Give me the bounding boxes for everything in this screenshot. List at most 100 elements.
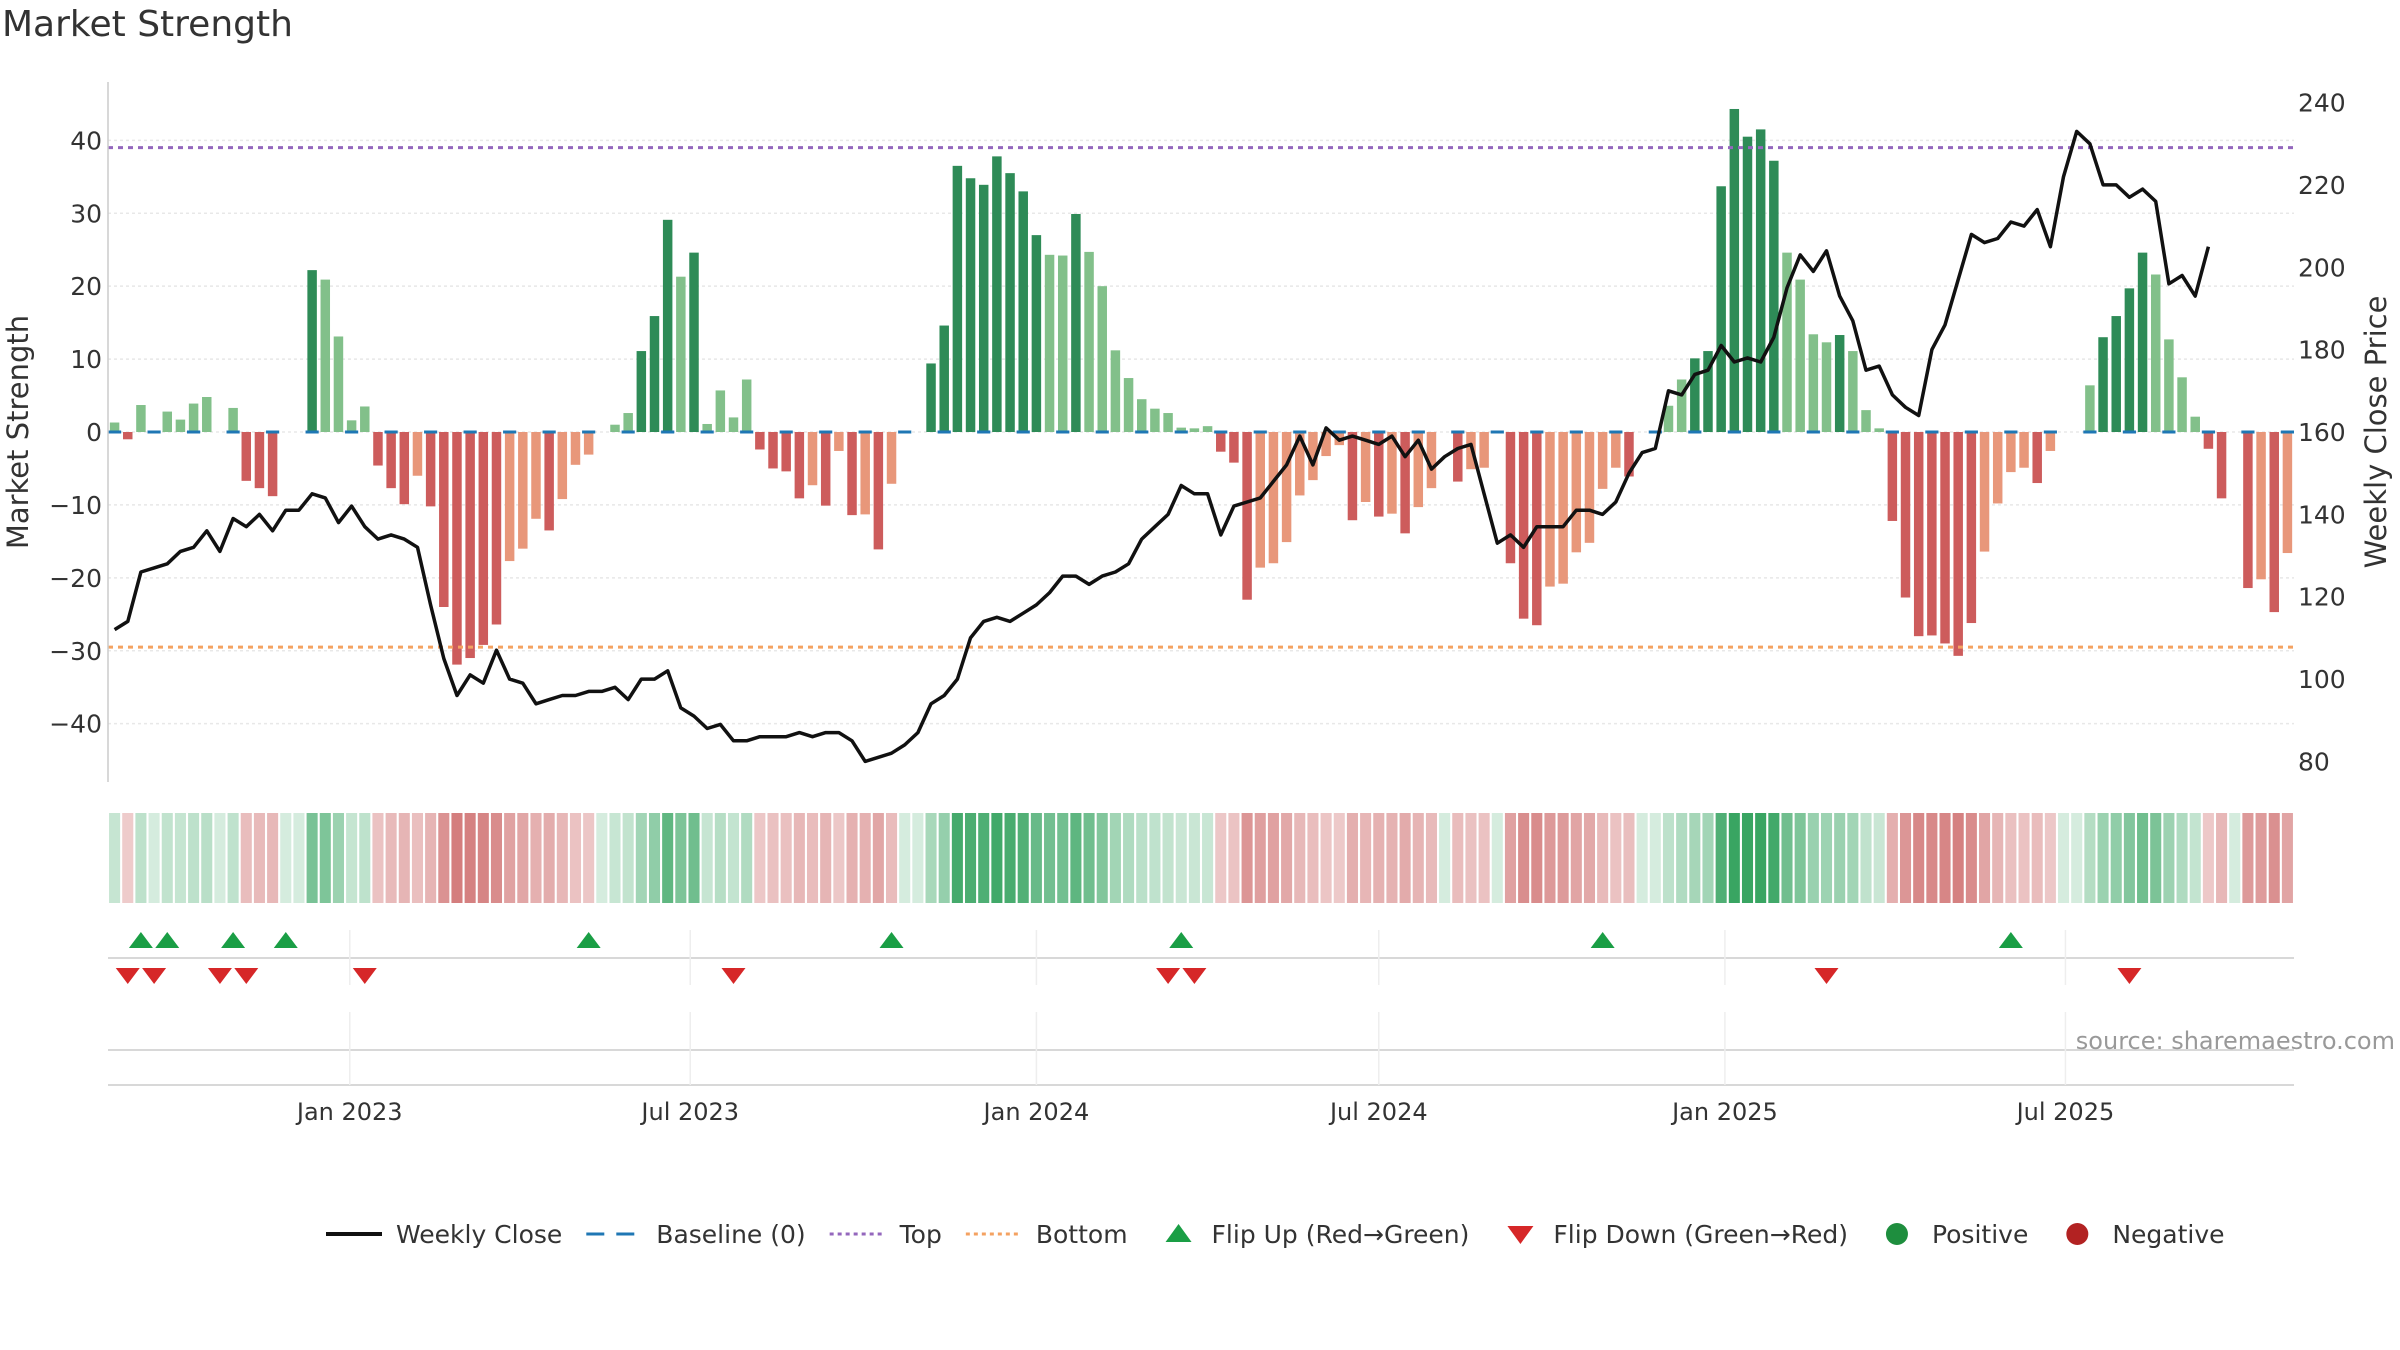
heat-cell: [1715, 813, 1727, 903]
strength-bars: [109, 108, 2293, 665]
strength-bar: [373, 432, 383, 466]
heat-cell: [569, 813, 582, 903]
heat-cell: [648, 813, 661, 903]
strength-bar: [2256, 432, 2266, 580]
flip-up-marker: [1998, 932, 2023, 948]
y-tick-label: 0: [86, 418, 102, 447]
heat-cell: [1162, 813, 1174, 903]
heat-cell: [1136, 813, 1148, 903]
heat-cell: [1294, 813, 1306, 903]
heat-cell: [1254, 813, 1266, 903]
heat-cell: [1557, 813, 1569, 903]
strength-bar: [1742, 136, 1753, 432]
y2-tick-label: 160: [2298, 418, 2346, 447]
x-tick-label: Jan 2023: [295, 1098, 403, 1126]
strength-bar: [360, 406, 370, 432]
legend-item: Flip Down (Green→Red): [1507, 1220, 1848, 1249]
strength-bar: [175, 419, 186, 432]
strength-bar: [2203, 432, 2214, 449]
strength-bar: [2124, 288, 2135, 432]
main-panel-grid: [108, 139, 2294, 725]
heat-cell: [253, 813, 265, 903]
legend-item: Positive: [1885, 1220, 2028, 1249]
strength-bar: [1545, 432, 1555, 587]
strength-bar: [965, 178, 976, 432]
strength-bar: [978, 184, 989, 432]
strength-bar: [439, 432, 449, 607]
strength-bar: [399, 432, 410, 505]
strength-bar: [2216, 432, 2227, 499]
heat-cell: [1518, 813, 1530, 903]
heat-cell: [504, 813, 516, 903]
strength-bar: [1795, 279, 1805, 432]
strength-bar: [992, 156, 1002, 432]
chart-title: Market Strength: [2, 4, 293, 45]
heat-cell: [1333, 813, 1345, 903]
y-axis-label: Market Strength: [1, 315, 35, 549]
legend-label: Top: [899, 1220, 942, 1249]
heat-cell: [1307, 813, 1319, 903]
strength-bar: [452, 432, 462, 665]
strength-bar: [583, 432, 594, 455]
strength-bar: [2177, 377, 2187, 432]
strength-bar: [873, 432, 884, 550]
heat-cell: [1425, 813, 1437, 903]
heat-cell: [359, 813, 371, 903]
strength-bar: [1216, 432, 1226, 452]
heat-cell: [1741, 813, 1754, 903]
heat-cell: [2071, 813, 2083, 903]
heat-cell: [1504, 813, 1516, 903]
heat-cell: [1965, 813, 1977, 903]
heat-cell: [1583, 813, 1596, 903]
heat-cell: [1544, 813, 1556, 903]
strength-bar: [1281, 432, 1292, 543]
heat-cell: [2176, 813, 2188, 903]
heat-cell: [1886, 813, 1898, 903]
strength-heat-strip: [109, 813, 2293, 903]
heat-cell: [1570, 813, 1582, 903]
strength-bar: [2006, 432, 2016, 473]
heat-cell: [1083, 813, 1095, 903]
strength-bar: [1518, 432, 1529, 619]
y2-tick-label: 180: [2298, 336, 2346, 365]
heat-cell: [346, 813, 358, 903]
heat-cell: [1807, 813, 1819, 903]
heat-cell: [122, 813, 134, 903]
heat-cell: [662, 813, 674, 903]
strength-bar: [623, 413, 633, 432]
strength-bar: [1057, 255, 1068, 432]
heat-cell: [477, 813, 489, 903]
heat-cell: [425, 813, 437, 903]
heat-cell: [1952, 813, 1964, 903]
strength-bar: [1229, 432, 1239, 463]
flip-down-marker: [721, 968, 746, 984]
strength-bar: [2098, 337, 2108, 432]
legend-item: Weekly Close: [326, 1220, 562, 1249]
heat-cell: [293, 813, 305, 903]
strength-bar: [2019, 432, 2029, 468]
heat-cell: [1399, 813, 1411, 903]
heat-cell: [1636, 813, 1648, 903]
strength-bar: [465, 432, 475, 659]
flip-down-marker: [115, 968, 140, 984]
strength-bar: [1044, 254, 1055, 432]
heat-cell: [965, 813, 977, 903]
strength-bar: [1755, 129, 1766, 433]
heat-cell: [2123, 813, 2135, 903]
strength-bar: [1097, 286, 1107, 432]
strength-bar: [2269, 432, 2279, 613]
heat-cell: [1241, 813, 1253, 903]
heat-cell: [1781, 813, 1793, 903]
strength-bar: [1927, 432, 1937, 636]
heat-cell: [741, 813, 753, 903]
heat-cell: [1149, 813, 1161, 903]
strength-bar: [386, 432, 396, 489]
legend-circle-icon: [2066, 1223, 2089, 1245]
y-tick-label: 30: [70, 199, 102, 228]
heat-cell: [319, 813, 331, 903]
heat-cell: [714, 813, 726, 903]
x-tick-label: Jul 2023: [639, 1098, 739, 1126]
axes: 403020100−10−20−30−402402202001801601401…: [1, 82, 2393, 782]
heat-cell: [820, 813, 832, 903]
